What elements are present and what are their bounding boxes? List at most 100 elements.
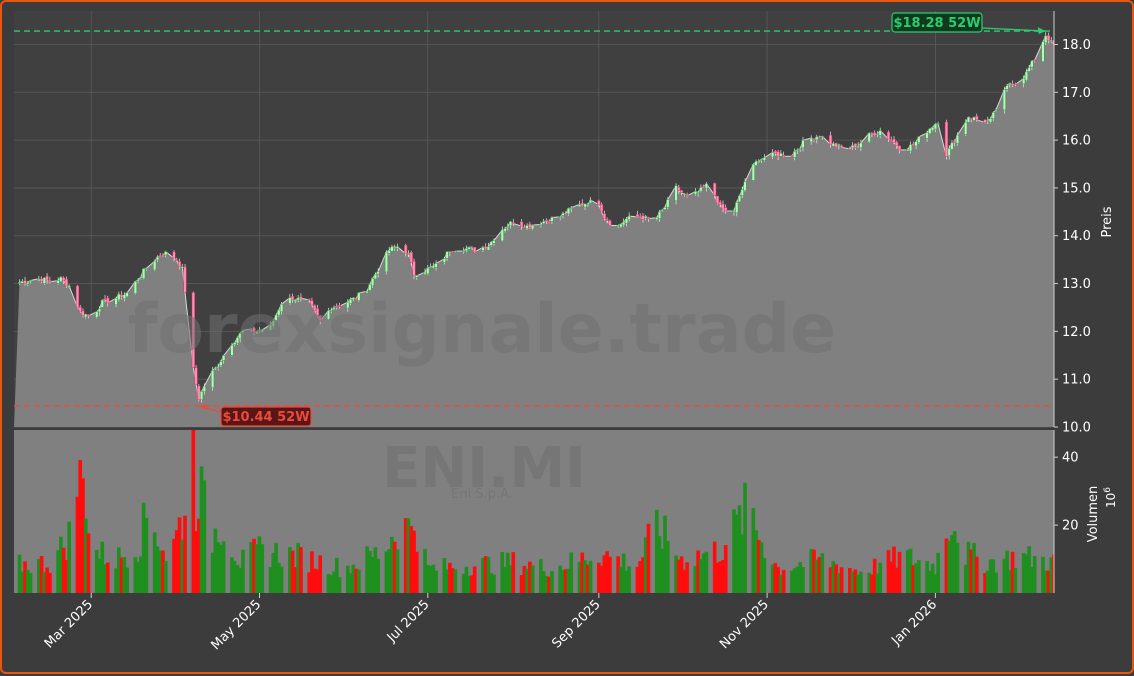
candle-body: [252, 327, 256, 333]
volume-bar: [500, 551, 505, 593]
candle-body: [867, 132, 871, 143]
volume-bar: [541, 571, 546, 593]
candle-body: [586, 204, 590, 207]
candle-body: [936, 123, 940, 125]
candle-body: [677, 187, 681, 192]
volume-bar: [423, 549, 427, 593]
volume-bar: [740, 534, 745, 593]
candle-body: [470, 247, 474, 249]
candle-body: [40, 278, 44, 283]
candle-body: [296, 297, 300, 301]
volume-bar: [116, 547, 121, 593]
volume-bar: [621, 553, 626, 593]
volume-bar: [814, 559, 819, 593]
volume-tick-label: 20: [1062, 519, 1079, 534]
volume-bar: [373, 547, 378, 593]
candle-body: [638, 215, 642, 218]
candle-body: [175, 259, 179, 261]
volume-bar: [674, 555, 678, 593]
volume-bar: [522, 565, 527, 593]
candle-body: [291, 295, 295, 301]
candle-body: [486, 246, 491, 251]
volume-bar: [42, 572, 47, 593]
volume-bar: [191, 430, 196, 593]
price-tick-label: 17.0: [1062, 86, 1091, 101]
volume-bar: [25, 569, 30, 593]
candle-body: [64, 278, 68, 287]
volume-bar: [414, 551, 419, 593]
volume-bar: [64, 560, 69, 593]
candle-body: [1049, 40, 1053, 42]
volume-bar: [67, 521, 72, 593]
volume-bar: [141, 502, 146, 593]
volume-bar: [152, 532, 157, 593]
volume-bar: [230, 557, 234, 593]
x-tick-label: Mar 2025: [42, 597, 96, 651]
candle-body: [241, 330, 245, 333]
price-tick-label: 14.0: [1062, 229, 1091, 244]
volume-bar: [155, 546, 160, 593]
candle-body: [1041, 41, 1045, 62]
candle-body: [539, 224, 543, 226]
candle-body: [859, 142, 863, 148]
volume-bar: [486, 557, 491, 593]
volume-bar: [561, 570, 565, 593]
high-52w-box: [891, 12, 983, 33]
volume-bar: [158, 550, 163, 593]
volume-bar: [950, 535, 954, 593]
volume-bar: [616, 556, 620, 593]
volume-bar: [75, 496, 80, 593]
candle-body: [313, 305, 317, 311]
volume-bar: [406, 518, 411, 593]
volume-bar: [566, 568, 571, 593]
candle-body: [773, 150, 777, 154]
volume-bar: [751, 508, 756, 593]
candle-body: [288, 297, 292, 304]
watermark: forexsignale.trade: [128, 290, 837, 369]
candle-body: [20, 281, 24, 284]
volume-bar: [17, 554, 22, 593]
candle-body: [429, 266, 433, 269]
volume-bar: [276, 562, 281, 593]
candle-body: [917, 136, 921, 143]
candle-body: [693, 191, 697, 195]
volume-bar: [928, 570, 932, 593]
candle-body: [944, 121, 948, 157]
candle-body: [740, 189, 744, 196]
candle-body: [117, 293, 121, 301]
candle-body: [721, 203, 725, 210]
candle-body: [969, 118, 973, 120]
candle-body: [509, 221, 513, 226]
candle-body: [125, 292, 129, 297]
volume-bar: [743, 482, 747, 593]
volume-bar: [558, 565, 563, 593]
candle-body: [925, 132, 929, 139]
volume-bar: [481, 557, 485, 593]
candle-body: [569, 207, 573, 209]
volume-bar: [1043, 570, 1048, 593]
volume-bar: [963, 564, 968, 593]
candle-body: [194, 367, 198, 385]
candle-body: [815, 136, 819, 141]
candle-body: [737, 195, 742, 203]
candle-body: [600, 204, 604, 213]
volume-bar: [334, 557, 339, 593]
candle-body: [122, 294, 126, 299]
volume-bar: [492, 574, 496, 593]
volume-bar: [464, 566, 469, 593]
candle-body: [892, 138, 896, 143]
volume-bar: [798, 562, 803, 593]
volume-bar: [337, 577, 342, 593]
volume-bar: [812, 549, 816, 593]
volume-bar: [1013, 567, 1018, 593]
volume-bar: [448, 562, 452, 593]
candle-body: [544, 219, 548, 222]
volume-bar: [795, 566, 800, 593]
candle-body: [660, 209, 664, 211]
volume-bar: [508, 565, 513, 593]
candle-body: [829, 134, 833, 145]
candle-body: [809, 137, 813, 143]
volume-bar: [318, 555, 323, 593]
candle-body: [986, 119, 990, 122]
candle-body: [696, 192, 700, 194]
